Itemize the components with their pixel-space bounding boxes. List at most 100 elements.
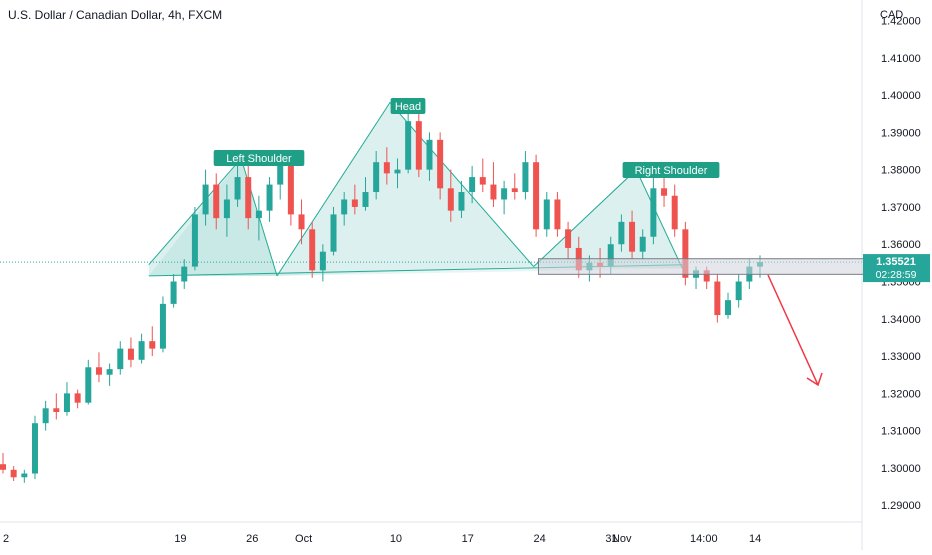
candle-body <box>501 188 508 200</box>
head-area <box>277 102 534 276</box>
y-tick-label: 1.37000 <box>881 202 921 214</box>
x-tick-label: 2 <box>3 533 9 545</box>
left-shoulder-area <box>148 158 278 276</box>
candle-body <box>735 281 742 301</box>
y-tick-label: 1.32000 <box>881 388 921 400</box>
x-tick-label: 31 <box>605 533 617 545</box>
candle-body <box>394 169 401 174</box>
candle-body <box>319 251 326 271</box>
candle-body <box>298 214 305 230</box>
y-tick-label: 1.30000 <box>881 463 921 475</box>
candle-body <box>85 367 92 403</box>
candle-body <box>63 393 70 413</box>
candle-body <box>138 341 145 360</box>
candle-body <box>618 221 625 245</box>
y-tick-label: 1.33000 <box>881 351 921 363</box>
candle-body <box>10 469 17 478</box>
chart-title: U.S. Dollar / Canadian Dollar, 4h, FXCM <box>8 8 223 22</box>
candle-body <box>490 184 497 200</box>
x-tick-label: Oct <box>295 533 312 545</box>
candle-body <box>511 188 518 193</box>
head-line <box>276 101 534 277</box>
candle-body <box>458 192 465 211</box>
x-tick-label: 24 <box>533 533 545 545</box>
candle-body <box>554 199 561 230</box>
left-shoulder-fill <box>148 158 278 276</box>
candle-body <box>373 162 380 193</box>
candle-body <box>650 188 657 237</box>
candle-body <box>543 199 550 230</box>
candle-body <box>629 221 636 252</box>
candle-body <box>0 464 6 470</box>
interval: 4h <box>168 8 182 22</box>
candle-body <box>437 139 444 189</box>
candle-body <box>341 199 348 215</box>
candle-body <box>714 281 721 316</box>
price-badge <box>863 254 930 283</box>
candle-body <box>202 184 209 215</box>
candle-body <box>42 408 49 424</box>
candle-body <box>565 229 572 248</box>
candle-body <box>415 121 422 170</box>
projection-arrow-line <box>767 274 819 386</box>
pattern-label-1: Head <box>395 101 421 113</box>
x-tick-label: Nov <box>612 533 632 545</box>
candle-body <box>21 473 28 478</box>
candle-body <box>234 177 241 200</box>
y-tick-label: 1.31000 <box>881 426 921 438</box>
x-tick-label: 10 <box>390 533 402 545</box>
candle-body <box>703 270 710 282</box>
candle-body <box>31 423 38 474</box>
candle-body <box>426 139 433 170</box>
x-tick-label: 17 <box>462 533 474 545</box>
candle-body <box>159 303 166 349</box>
candle-body <box>405 121 412 170</box>
candle-body <box>53 408 60 413</box>
y-tick-label: 1.34000 <box>881 314 921 326</box>
candle-body <box>95 367 102 375</box>
candle-body <box>309 229 316 271</box>
candle-body <box>213 184 220 219</box>
y-tick-label: 1.41000 <box>881 53 921 65</box>
candle-body <box>671 195 678 230</box>
candle-body <box>223 199 230 219</box>
candle-body <box>170 281 177 304</box>
y-tick-label: 1.36000 <box>881 239 921 251</box>
pattern-label-bg <box>622 162 720 178</box>
candle-body <box>479 177 486 185</box>
candle-body <box>351 199 358 207</box>
candle-body <box>106 369 113 375</box>
candle-body <box>661 188 668 196</box>
projection-arrow-head <box>806 372 823 387</box>
y-tick-label: 1.39000 <box>881 127 921 139</box>
candle-body <box>181 266 188 282</box>
breakout-zone-box <box>537 258 891 275</box>
symbol-name: U.S. Dollar / Canadian Dollar <box>8 8 162 22</box>
candle-body <box>330 214 337 252</box>
y-tick-label: 1.40000 <box>881 90 921 102</box>
pattern-label-0: Left Shoulder <box>226 153 292 165</box>
pattern-label-bg <box>390 98 426 114</box>
candle-body <box>469 177 476 193</box>
y-tick-label: 1.42000 <box>881 16 921 28</box>
x-tick-label: 19 <box>174 533 186 545</box>
pattern-label-bg <box>213 150 305 166</box>
candle-body <box>725 300 732 316</box>
candle-body <box>639 236 646 252</box>
pattern-label-2: Right Shoulder <box>635 165 708 177</box>
x-tick-label: 14:00 <box>690 533 718 545</box>
candle-body <box>447 188 454 211</box>
candle-body <box>682 229 689 278</box>
data-source: FXCM <box>188 8 223 22</box>
candle-body <box>266 184 273 211</box>
candle-body <box>383 162 390 174</box>
candle-body <box>149 341 156 349</box>
x-tick-label: 14 <box>749 533 761 545</box>
price-axis-currency: CAD <box>880 9 903 21</box>
candle-body <box>74 393 81 403</box>
candle-body <box>117 348 124 370</box>
price-badge-value: 1.35521 <box>876 256 916 268</box>
y-tick-label: 1.38000 <box>881 165 921 177</box>
